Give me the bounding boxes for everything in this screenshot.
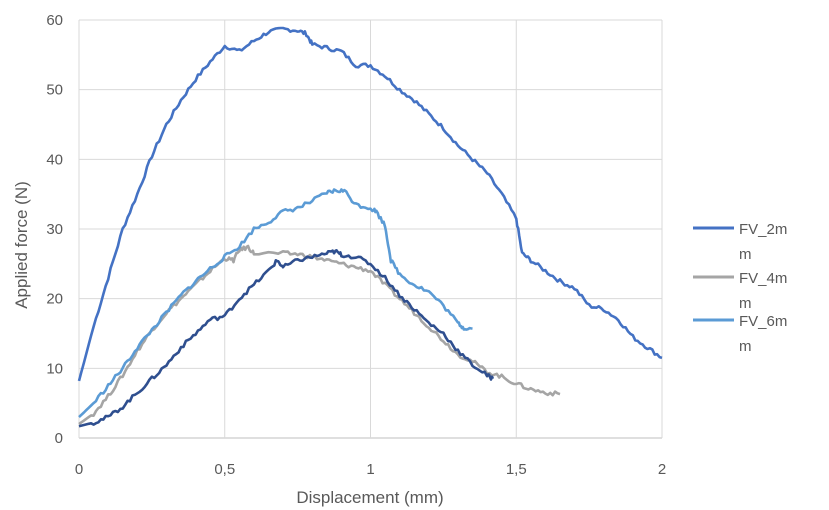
x-tick-label: 2 (658, 461, 666, 478)
x-axis-title: Displacement (mm) (296, 488, 443, 507)
series-layer (77, 26, 663, 428)
series-line-unlabeled (78, 249, 495, 428)
x-tick-label: 0,5 (214, 461, 235, 478)
series-line-FV_2mm (77, 26, 663, 382)
series-line-FV_6mm (78, 188, 473, 419)
legend-label: FV_4m (739, 270, 787, 287)
y-tick-label: 10 (46, 360, 63, 377)
y-tick-label: 20 (46, 291, 63, 308)
y-tick-label: 50 (46, 82, 63, 99)
y-tick-label: 40 (46, 151, 63, 168)
legend-label: m (739, 338, 752, 355)
x-tick-label: 0 (75, 461, 83, 478)
x-tick-label: 1 (366, 461, 374, 478)
y-tick-label: 60 (46, 12, 63, 29)
y-axis-title: Applied force (N) (12, 181, 31, 309)
y-tick-label: 0 (55, 430, 63, 447)
y-tick-label: 30 (46, 221, 63, 238)
legend-label: m (739, 246, 752, 263)
y-axis-ticks: 0 10 20 30 40 50 60 (46, 12, 63, 447)
x-tick-label: 1,5 (506, 461, 527, 478)
series-line-FV_4mm (78, 244, 561, 426)
x-axis-ticks: 0 0,5 1 1,5 2 (75, 461, 666, 478)
legend-label: FV_2m (739, 221, 787, 238)
grid (78, 19, 663, 439)
legend-label: m (739, 295, 752, 312)
legend-label: FV_6m (739, 313, 787, 330)
